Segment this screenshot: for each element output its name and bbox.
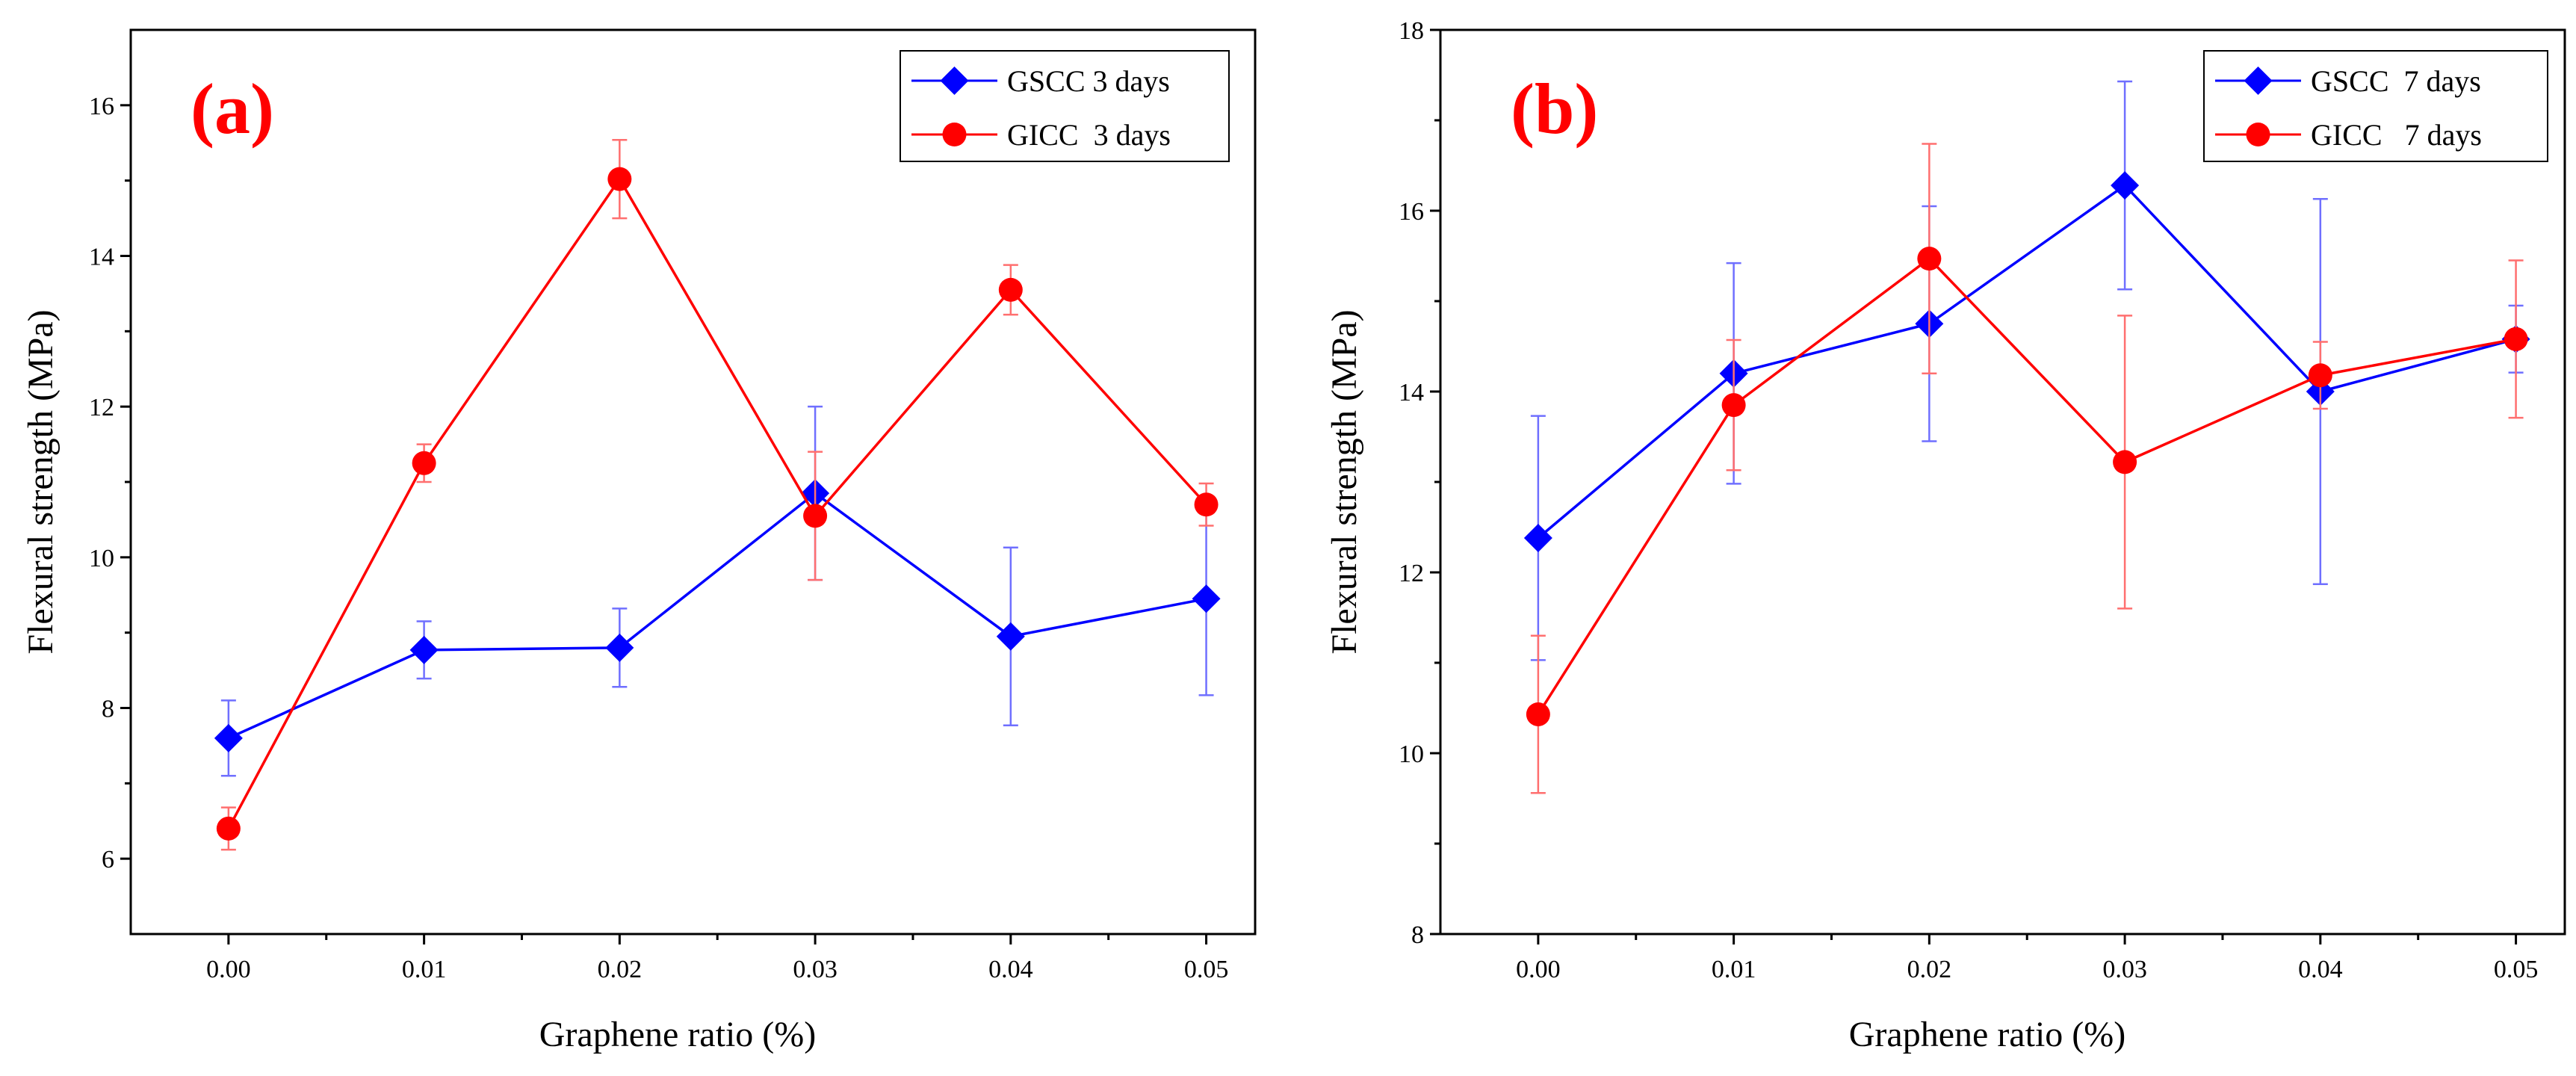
- data-point-gicc-b: [2504, 327, 2528, 351]
- x-tick-label-a: 0.00: [206, 956, 251, 983]
- data-point-gicc-a: [1194, 492, 1219, 517]
- series-group-b: [1523, 80, 2530, 794]
- series-group-a: [214, 138, 1221, 851]
- x-axis-a: 0.00 0.01 0.02 0.03 0.04 0.05: [206, 934, 1228, 983]
- series-line-gicc-a: [227, 176, 1207, 829]
- x-tick-label-b: 0.03: [2102, 956, 2147, 983]
- legend-marker-gscc-b: [2244, 67, 2273, 95]
- legend-a: GSCC 3 days GICC 3 days: [900, 50, 1230, 162]
- panel-a: (a) Graphene ratio (%) Flexural strength…: [21, 28, 1257, 1054]
- plot-frame-b: [1439, 28, 2566, 936]
- x-tick-label-a: 0.03: [793, 956, 837, 983]
- y-tick-label-b: 8: [1411, 921, 1424, 949]
- x-tick-label-b: 0.05: [2494, 956, 2539, 983]
- x-tick-label-b: 0.04: [2298, 956, 2343, 983]
- plot-frame-a: [129, 28, 1257, 936]
- x-tick-label-b: 0.01: [1712, 956, 1756, 983]
- data-point-gscc-b: [1523, 524, 1552, 553]
- data-point-gscc-a: [1192, 584, 1221, 613]
- y-tick-label-b: 16: [1399, 198, 1424, 226]
- legend-b: GSCC 7 days GICC 7 days: [2203, 50, 2548, 162]
- data-point-gicc-b: [2113, 450, 2137, 474]
- y-tick-label-b: 10: [1399, 740, 1424, 768]
- y-tick-label-b: 12: [1399, 560, 1424, 587]
- data-point-gicc-a: [998, 277, 1023, 302]
- legend-label-gicc-a: GICC 3 days: [1007, 118, 1171, 152]
- data-point-gscc-a: [214, 723, 243, 752]
- x-tick-label-b: 0.00: [1516, 956, 1561, 983]
- data-point-gscc-a: [605, 633, 634, 662]
- y-axis-a: 6 8 10 12 14 16: [89, 93, 131, 874]
- data-point-gicc-a: [607, 167, 632, 191]
- y-tick-label-a: 6: [102, 846, 114, 874]
- y-tick-label-a: 16: [89, 93, 114, 120]
- data-point-gicc-a: [216, 816, 241, 841]
- x-axis-title-a: Graphene ratio (%): [539, 1015, 816, 1054]
- data-point-gicc-a: [412, 451, 436, 475]
- series-line-gicc-b: [1537, 256, 2516, 715]
- legend-marker-gicc-b: [2246, 123, 2270, 146]
- y-tick-label-a: 8: [102, 696, 114, 723]
- x-tick-label-b: 0.02: [1907, 956, 1952, 983]
- data-point-gicc-b: [1917, 247, 1942, 271]
- series-line-gscc-b: [1537, 183, 2517, 539]
- data-point-gscc-a: [409, 635, 439, 664]
- legend-label-gscc-b: GSCC 7 days: [2311, 64, 2481, 98]
- series-line-gscc-a: [228, 491, 1207, 740]
- data-point-gscc-a: [996, 622, 1025, 651]
- panel-label-a: (a): [191, 69, 274, 149]
- x-tick-label-a: 0.04: [988, 956, 1033, 983]
- data-point-gicc-b: [1526, 702, 1550, 726]
- y-tick-label-a: 12: [89, 394, 114, 421]
- data-point-gicc-a: [803, 504, 828, 528]
- x-axis-b: 0.00 0.01 0.02 0.03 0.04 0.05: [1516, 934, 2538, 983]
- panel-b: (b) Graphene ratio (%) Flexural strength…: [1325, 17, 2566, 1054]
- legend-label-gscc-a: GSCC 3 days: [1007, 64, 1170, 98]
- y-axis-title-a: Flexural strength (MPa): [21, 309, 61, 654]
- data-point-gscc-b: [2111, 171, 2140, 200]
- data-point-gicc-b: [2308, 363, 2332, 388]
- y-tick-label-a: 10: [89, 545, 114, 572]
- legend-marker-gscc-a: [940, 67, 969, 95]
- legend-marker-gicc-a: [942, 123, 967, 146]
- x-axis-title-b: Graphene ratio (%): [1849, 1015, 2125, 1054]
- legend-label-gicc-b: GICC 7 days: [2311, 118, 2482, 152]
- x-tick-label-a: 0.01: [402, 956, 447, 983]
- y-tick-label-b: 14: [1399, 379, 1424, 406]
- y-axis-b: 8 10 12 14 16 18: [1399, 17, 1440, 949]
- panel-label-b: (b): [1511, 69, 1598, 149]
- x-tick-label-a: 0.05: [1184, 956, 1229, 983]
- y-tick-label-a: 14: [89, 244, 114, 271]
- y-tick-label-b: 18: [1399, 17, 1424, 45]
- data-point-gicc-b: [1721, 393, 1746, 418]
- y-axis-title-b: Flexural strength (MPa): [1325, 309, 1364, 654]
- x-tick-label-a: 0.02: [598, 956, 643, 983]
